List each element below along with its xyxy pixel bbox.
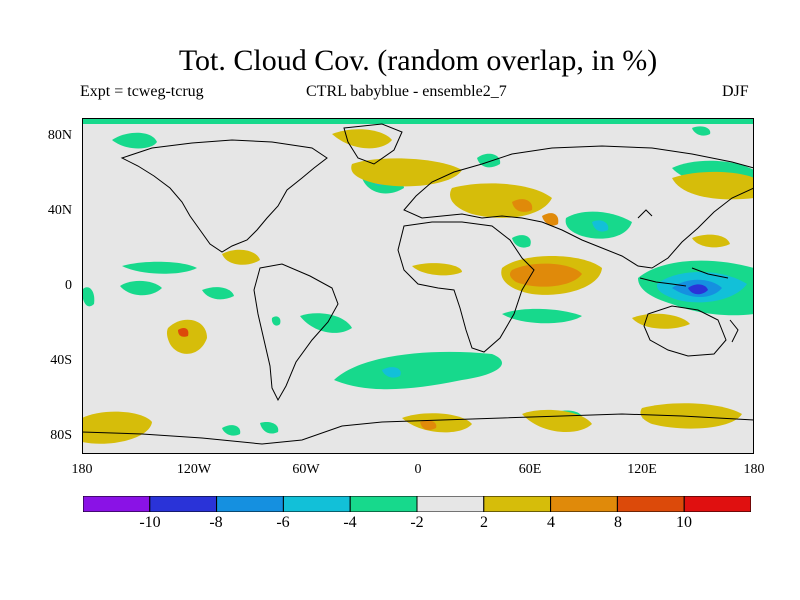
negative-patch (120, 280, 162, 296)
negative-patch (592, 220, 609, 232)
positive-patch (692, 234, 730, 248)
south-america-coast (253, 263, 339, 402)
positive-patch (512, 199, 533, 212)
y-tick-label: 40N (47, 203, 72, 218)
greenland-coast (343, 123, 403, 165)
negative-patch (222, 425, 241, 436)
anomaly-patches (82, 118, 754, 444)
x-tick-label: 60W (292, 462, 320, 477)
australia-coast (643, 305, 727, 357)
new-zealand-coast (729, 319, 739, 343)
colorbar-label: 2 (480, 514, 488, 531)
positive-patch (82, 411, 152, 444)
north-america-coast (120, 139, 328, 253)
positive-patch (222, 249, 260, 265)
colorbar-label: 8 (614, 514, 622, 531)
x-tick-label: 120E (627, 462, 657, 477)
islands-coast (639, 277, 687, 287)
negative-patch (688, 284, 708, 295)
negative-patch (271, 316, 281, 326)
positive-patch (166, 319, 207, 354)
world-map (82, 118, 754, 454)
colorbar (83, 496, 751, 512)
y-tick-label: 80S (50, 428, 72, 443)
negative-patch (122, 261, 197, 274)
positive-patch (178, 328, 189, 337)
positive-patch (640, 403, 742, 429)
colorbar-label: 4 (547, 514, 555, 531)
negative-patch (382, 367, 401, 378)
colorbar-swatch (149, 496, 218, 512)
islands-coast (691, 267, 729, 279)
map-frame (82, 118, 754, 454)
x-tick-label: 120W (176, 462, 212, 477)
colorbar-swatch (349, 496, 418, 512)
colorbar-swatch (216, 496, 284, 512)
negative-patch (82, 287, 95, 307)
colorbar-swatch (550, 496, 618, 512)
x-tick-label: 180 (71, 462, 93, 477)
x-tick-label: 60E (518, 462, 542, 477)
experiment-label: Expt = tcweg-tcrug (80, 83, 204, 100)
colorbar-label: -6 (276, 514, 290, 531)
negative-patch (112, 132, 157, 149)
x-tick-label: 180 (743, 462, 765, 477)
season-label: DJF (722, 83, 749, 100)
negative-patch (512, 235, 531, 248)
coastlines (82, 123, 754, 445)
japan-coast (637, 209, 653, 219)
colorbar-label: -4 (343, 514, 357, 531)
antarctica-coast (82, 413, 754, 445)
colorbar-swatch (83, 496, 151, 512)
negative-patch (202, 287, 234, 300)
colorbar-label: 10 (676, 514, 692, 531)
colorbar-swatch (483, 496, 552, 512)
negative-patch (334, 351, 502, 390)
negative-patch (260, 422, 279, 434)
positive-patch (402, 413, 472, 433)
colorbar-swatch (416, 496, 485, 512)
colorbar-label: -2 (410, 514, 424, 531)
negative-patch (502, 308, 582, 324)
positive-patch (351, 158, 462, 187)
negative-patch (300, 313, 352, 333)
x-tick-label: 0 (414, 462, 422, 477)
plot-title: Tot. Cloud Cov. (random overlap, in %) (178, 44, 658, 77)
africa-coast (397, 221, 535, 353)
colorbar-swatch (683, 496, 751, 512)
colorbar-swatch (282, 496, 351, 512)
colorbar-label: -10 (139, 514, 161, 531)
colorbar-label: -8 (209, 514, 223, 531)
y-tick-label: 40S (50, 353, 72, 368)
positive-patch (542, 213, 559, 226)
arctic-band-patch (82, 118, 754, 124)
positive-patch (332, 129, 392, 149)
eurasia-coast (403, 145, 754, 269)
colorbar-swatch (616, 496, 685, 512)
positive-patch (672, 171, 754, 200)
y-tick-label: 0 (65, 278, 72, 293)
positive-patch (420, 420, 437, 430)
negative-patch (692, 126, 711, 136)
positive-patch (412, 263, 462, 276)
comparison-label: CTRL babyblue - ensemble2_7 (306, 83, 507, 100)
y-tick-label: 80N (47, 128, 72, 143)
